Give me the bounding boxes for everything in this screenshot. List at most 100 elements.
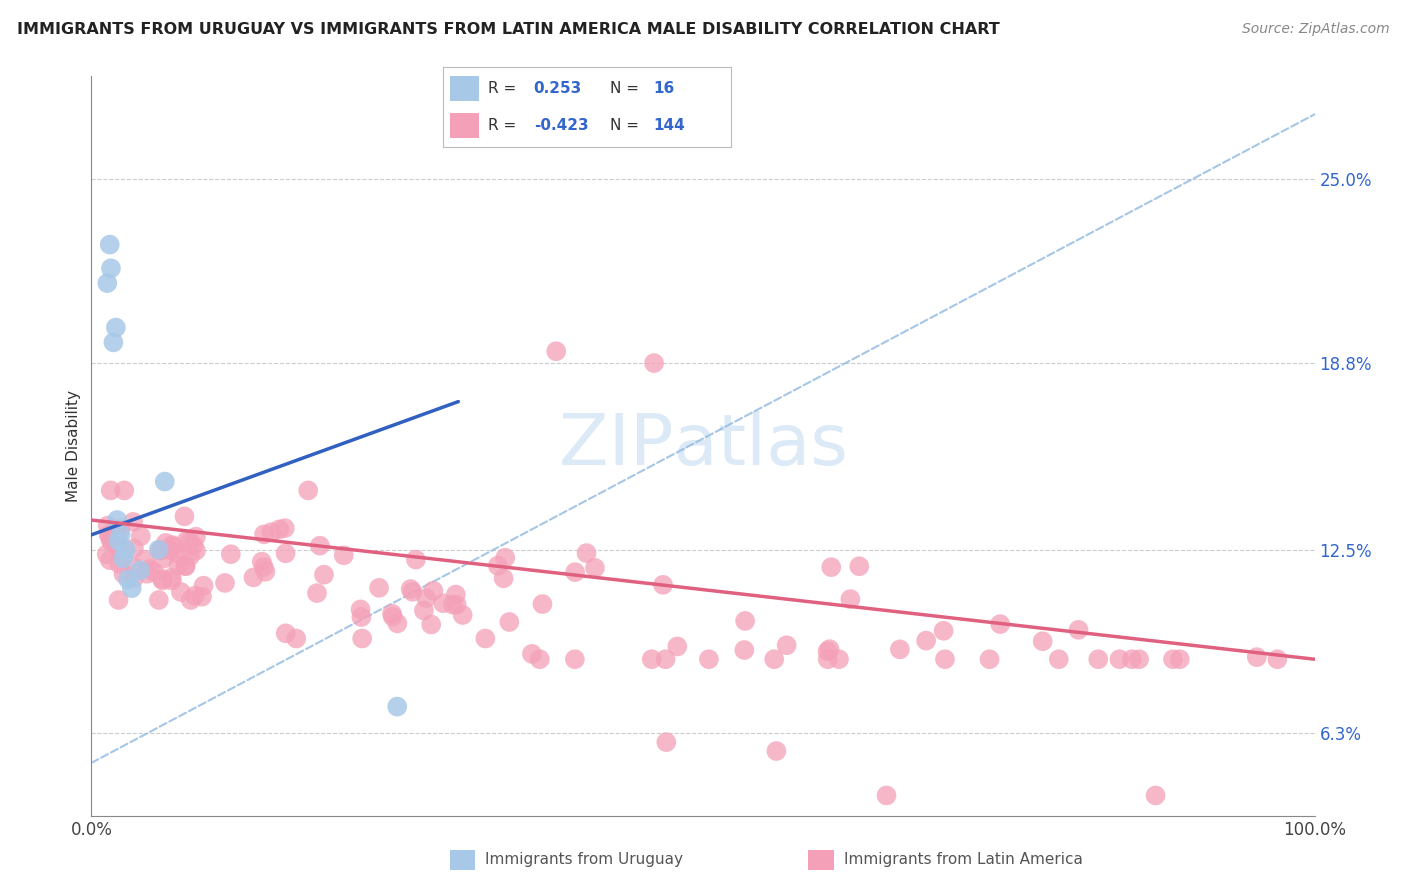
Point	[494, 550, 516, 565]
Point	[432, 596, 454, 610]
Point	[988, 617, 1011, 632]
Point	[564, 565, 586, 579]
Point	[159, 543, 181, 558]
Point	[820, 560, 842, 574]
Point	[405, 552, 427, 566]
Point	[183, 538, 205, 552]
Point	[129, 563, 152, 577]
Point	[167, 547, 190, 561]
Point	[96, 276, 118, 290]
Point	[401, 584, 423, 599]
Point	[179, 534, 201, 549]
Point	[250, 555, 273, 569]
Point	[309, 539, 332, 553]
Point	[153, 475, 176, 489]
Point	[641, 652, 664, 666]
Text: N =: N =	[610, 118, 644, 133]
Point	[274, 626, 297, 640]
Bar	[450, 112, 479, 138]
Point	[1047, 652, 1070, 666]
Point	[107, 533, 129, 548]
Point	[422, 583, 444, 598]
Point	[136, 566, 159, 581]
Point	[839, 592, 862, 607]
Point	[112, 551, 135, 566]
Point	[979, 652, 1001, 666]
Point	[179, 549, 201, 564]
Point	[828, 652, 851, 666]
Point	[173, 509, 195, 524]
Point	[420, 617, 443, 632]
Point	[96, 547, 118, 561]
Point	[269, 522, 291, 536]
Point	[214, 576, 236, 591]
Point	[242, 570, 264, 584]
Point	[101, 535, 124, 549]
Point	[139, 562, 162, 576]
Point	[818, 642, 841, 657]
Point	[387, 616, 409, 631]
Point	[103, 335, 125, 350]
Point	[98, 527, 121, 541]
Point	[875, 789, 898, 803]
Point	[350, 610, 373, 624]
Point	[134, 552, 156, 566]
Point	[100, 483, 122, 498]
Point	[697, 652, 720, 666]
Point	[193, 579, 215, 593]
Point	[260, 525, 283, 540]
Point	[148, 542, 170, 557]
Point	[381, 607, 404, 621]
Point	[160, 574, 183, 588]
Point	[170, 585, 193, 599]
Point	[150, 543, 173, 558]
Text: ZIP​atlas: ZIP​atlas	[558, 411, 848, 481]
Point	[117, 572, 139, 586]
Text: Immigrants from Uruguay: Immigrants from Uruguay	[485, 853, 683, 867]
Point	[368, 581, 391, 595]
Point	[97, 528, 120, 542]
Point	[98, 237, 121, 252]
Point	[142, 565, 165, 579]
Point	[765, 744, 787, 758]
Point	[763, 652, 786, 666]
Point	[253, 527, 276, 541]
Point	[150, 572, 173, 586]
Point	[155, 536, 177, 550]
Point	[163, 540, 186, 554]
Text: Source: ZipAtlas.com: Source: ZipAtlas.com	[1241, 22, 1389, 37]
Point	[312, 567, 335, 582]
Point	[176, 533, 198, 548]
Point	[666, 640, 689, 654]
Point	[285, 632, 308, 646]
Text: R =: R =	[488, 81, 520, 96]
Point	[1161, 652, 1184, 666]
Point	[415, 591, 437, 606]
Point	[98, 553, 121, 567]
Point	[655, 735, 678, 749]
Point	[108, 557, 131, 571]
Point	[915, 633, 938, 648]
Point	[492, 571, 515, 585]
Point	[174, 559, 197, 574]
Point	[112, 483, 135, 498]
Point	[1246, 650, 1268, 665]
Y-axis label: Male Disability: Male Disability	[66, 390, 82, 502]
Point	[104, 524, 127, 538]
Point	[332, 549, 354, 563]
Point	[114, 542, 136, 557]
Point	[1128, 652, 1150, 666]
Point	[575, 546, 598, 560]
Point	[97, 518, 120, 533]
Point	[652, 578, 675, 592]
Point	[441, 598, 464, 612]
Point	[1144, 789, 1167, 803]
Point	[107, 593, 129, 607]
Point	[107, 540, 129, 554]
Point	[184, 589, 207, 603]
Text: 16: 16	[654, 81, 675, 96]
Point	[413, 603, 436, 617]
Point	[583, 561, 606, 575]
Text: IMMIGRANTS FROM URUGUAY VS IMMIGRANTS FROM LATIN AMERICA MALE DISABILITY CORRELA: IMMIGRANTS FROM URUGUAY VS IMMIGRANTS FR…	[17, 22, 1000, 37]
Point	[385, 699, 409, 714]
